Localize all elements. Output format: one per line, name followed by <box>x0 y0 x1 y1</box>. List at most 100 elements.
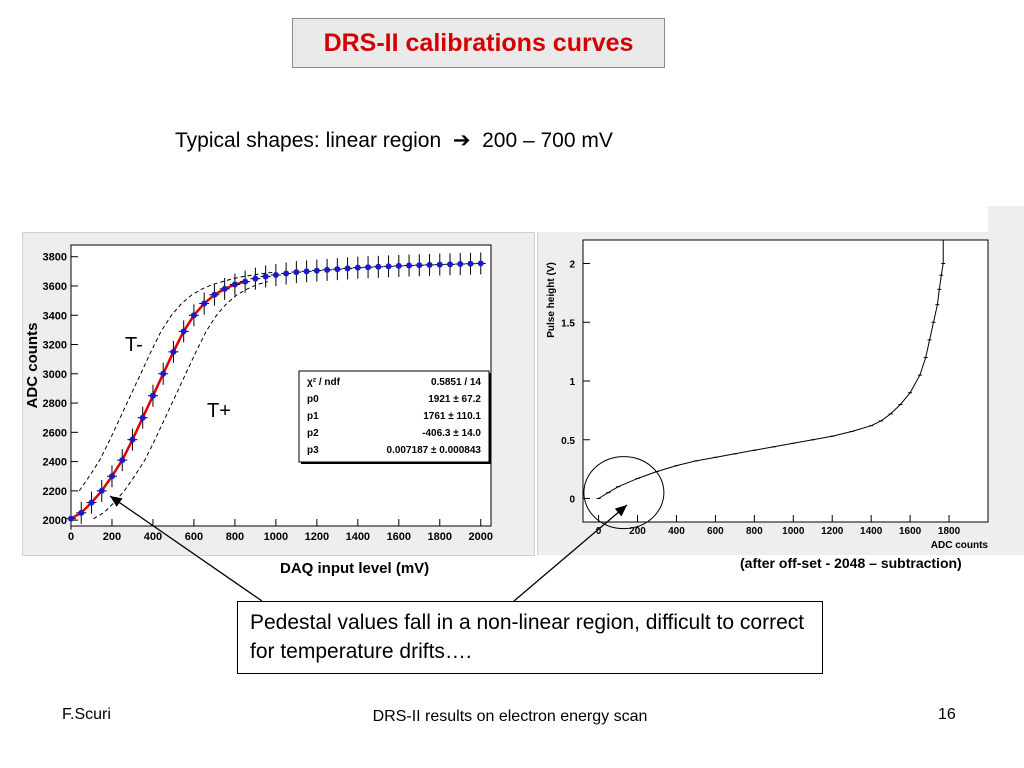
data-point <box>406 262 413 269</box>
data-point <box>201 300 208 307</box>
y-tick-label: 0 <box>569 495 575 506</box>
right-chart: 0 200 400 600 800 1000 1200 1400 1600 1800 0 0.5 1 1.… <box>546 239 989 551</box>
x-tick-label: 1600 <box>899 526 922 537</box>
subtitle-suffix: 200 – 700 mV <box>482 129 613 152</box>
slide-title-box: DRS-II calibrations curves <box>292 18 665 68</box>
y-tick-label: 3200 <box>43 340 67 352</box>
data-point <box>375 263 382 270</box>
x-tick-label: 200 <box>103 531 121 543</box>
x-tick-label: 200 <box>629 526 646 537</box>
x-tick-label: 1000 <box>264 531 288 543</box>
y-axis-label: Pulse height (V) <box>546 262 557 338</box>
x-tick-label: 0 <box>68 531 74 543</box>
stats-value: -406.3 ± 14.0 <box>422 428 481 439</box>
right-arrow-icon: ➔ <box>447 129 477 152</box>
y-tick-label: 3400 <box>43 310 67 322</box>
annotation-t-minus: T- <box>125 334 143 356</box>
y-tick-label: 1 <box>569 377 575 388</box>
y-axis-label: ADC counts <box>24 323 41 409</box>
data-point <box>416 262 423 269</box>
y-tick-label: 2600 <box>43 427 67 439</box>
data-point <box>242 278 249 285</box>
x-tick-label: 800 <box>746 526 763 537</box>
y-tick-label: 0.5 <box>561 436 575 447</box>
x-tick-label: 600 <box>185 531 203 543</box>
stats-box <box>298 370 490 463</box>
x-tick-label: 600 <box>707 526 724 537</box>
x-tick-label: 1600 <box>387 531 411 543</box>
data-point <box>88 499 95 506</box>
x-axis-label: ADC counts <box>931 540 989 551</box>
data-point <box>262 273 269 280</box>
data-point <box>365 264 372 271</box>
x-tick-label: 400 <box>668 526 685 537</box>
data-point <box>108 473 115 480</box>
left-plot-panel: 0 200 400 600 800 1000 1200 1400 1600 1800 2000 200… <box>22 232 535 556</box>
footer-author: F.Scuri <box>62 706 111 723</box>
data-point <box>293 269 300 276</box>
stats-name: p0 <box>307 394 319 405</box>
stats-value: 1921 ± 67.2 <box>428 394 481 405</box>
y-tick-label: 2000 <box>43 515 67 527</box>
data-point <box>231 281 238 288</box>
data-point <box>272 272 279 279</box>
slide-title: DRS-II calibrations curves <box>323 28 634 57</box>
y-tick-label: 2400 <box>43 457 67 469</box>
x-tick-label: 1200 <box>305 531 329 543</box>
data-point <box>426 261 433 268</box>
x-tick-label: 1400 <box>860 526 883 537</box>
data-point <box>119 457 126 464</box>
data-point <box>436 261 443 268</box>
data-point <box>344 265 351 272</box>
annotation-t-plus: T+ <box>207 400 231 422</box>
x-tick-label: 0 <box>596 526 602 537</box>
data-point <box>160 370 167 377</box>
data-point <box>447 261 454 268</box>
x-tick-label: 1800 <box>938 526 961 537</box>
arrow-to-right-pedestal <box>513 504 628 602</box>
data-point <box>385 263 392 270</box>
y-tick-label: 2200 <box>43 486 67 498</box>
data-point <box>98 487 105 494</box>
data-point <box>477 260 484 267</box>
data-point <box>190 312 197 319</box>
data-point <box>283 270 290 277</box>
arrow-to-left-pedestal <box>109 495 263 602</box>
data-point <box>170 348 177 355</box>
footer-title: DRS-II results on electron energy scan <box>372 708 648 725</box>
data-point <box>324 266 331 273</box>
stats-name: χ² / ndf <box>307 377 341 388</box>
x-tick-label: 1400 <box>346 531 370 543</box>
footer-page-number: 16 <box>938 706 956 723</box>
data-point <box>78 509 85 516</box>
stats-name: p2 <box>307 428 319 439</box>
right-plot-panel: 0 200 400 600 800 1000 1200 1400 1600 1800 0 0.5 1 1.… <box>537 232 1024 555</box>
x-tick-label: 1000 <box>782 526 805 537</box>
stats-name: p3 <box>307 445 319 456</box>
stats-value: 0.5851 / 14 <box>431 377 481 388</box>
right-panel-strip <box>988 206 1024 236</box>
right-plot-area <box>582 239 989 523</box>
data-point <box>313 267 320 274</box>
data-point <box>221 285 228 292</box>
data-point <box>252 275 259 282</box>
envelope-t-plus <box>93 281 268 520</box>
data-point <box>457 261 464 268</box>
data-point <box>68 515 74 522</box>
envelope-t-minus <box>78 271 274 492</box>
y-tick-label: 3600 <box>43 281 67 293</box>
x-tick-label: 1800 <box>428 531 452 543</box>
pedestal-highlight <box>583 456 665 530</box>
data-point <box>211 291 218 298</box>
callout-text: Pedestal values fall in a non-linear reg… <box>250 611 805 663</box>
x-tick-label: 1200 <box>821 526 844 537</box>
slide-subtitle: Typical shapes: linear region ➔ 200 – 70… <box>175 128 613 153</box>
data-point <box>334 266 341 273</box>
data-point <box>354 264 361 271</box>
data-point <box>303 268 310 275</box>
left-chart: 0 200 400 600 800 1000 1200 1400 1600 1800 2000 200… <box>24 244 493 543</box>
x-tick-label: 800 <box>226 531 244 543</box>
y-tick-label: 3800 <box>43 252 67 264</box>
left-plot-xlabel: DAQ input level (mV) <box>280 560 430 577</box>
